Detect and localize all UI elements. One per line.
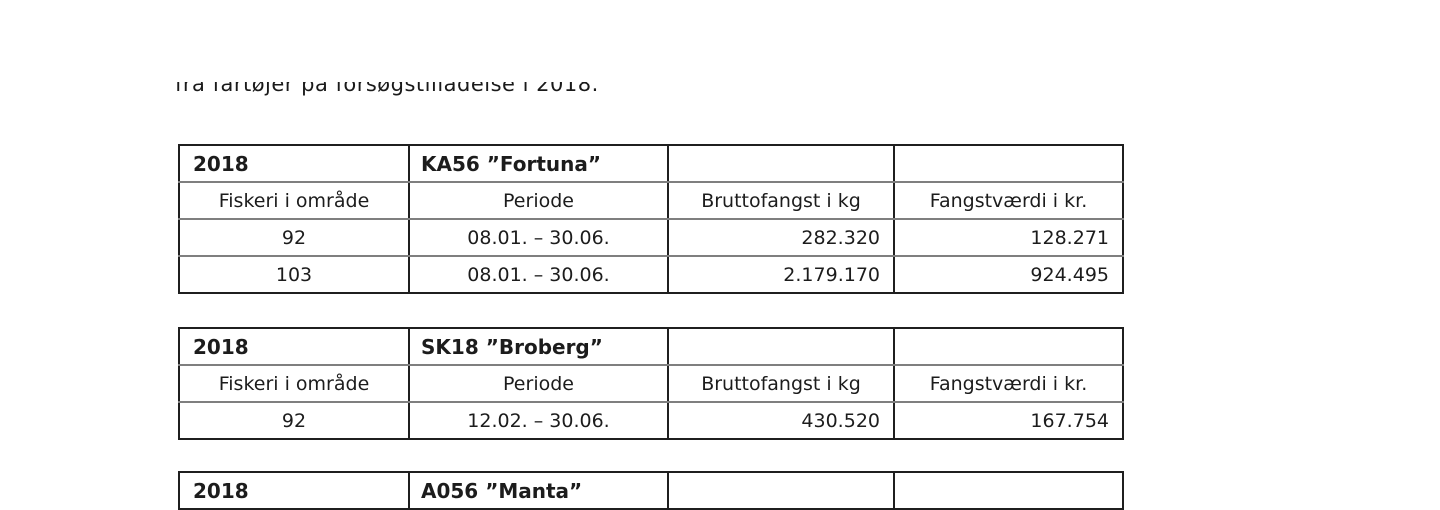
clipped-heading-line: fra fartøjer på forsøgstilladelse i 2018… (175, 82, 815, 98)
col-header-value: Fangstværdi i kr. (893, 182, 1123, 220)
col-header-area: Fiskeri i område (179, 365, 409, 403)
empty-cell (893, 145, 1123, 183)
col-header-gross: Bruttofangst i kg (667, 182, 894, 220)
column-header-row: Fiskeri i område Periode Bruttofangst i … (179, 365, 1123, 403)
year-cell: 2018 (179, 328, 409, 366)
cell-period: 08.01. – 30.06. (408, 256, 668, 293)
empty-cell (667, 472, 894, 509)
cell-catch-value: 128.271 (893, 219, 1123, 257)
col-header-period: Periode (408, 365, 668, 403)
empty-cell (667, 328, 894, 366)
table-title-row: 2018 A056 ”Manta” (179, 472, 1123, 509)
empty-cell (667, 145, 894, 183)
column-header-row: Fiskeri i område Periode Bruttofangst i … (179, 182, 1123, 220)
table-title-row: 2018 SK18 ”Broberg” (179, 328, 1123, 366)
catch-table-a056-manta: 2018 A056 ”Manta” (178, 471, 1124, 510)
cell-catch-value: 924.495 (893, 256, 1123, 293)
clipped-heading-text: fra fartøjer på forsøgstilladelse i 2018… (175, 82, 599, 96)
table-row: 103 08.01. – 30.06. 2.179.170 924.495 (179, 256, 1123, 293)
vessel-cell: SK18 ”Broberg” (408, 328, 668, 366)
cell-area: 92 (179, 219, 409, 257)
empty-cell (893, 328, 1123, 366)
table-row: 92 08.01. – 30.06. 282.320 128.271 (179, 219, 1123, 257)
cell-gross-catch: 430.520 (667, 402, 894, 439)
col-header-value: Fangstværdi i kr. (893, 365, 1123, 403)
cell-period: 12.02. – 30.06. (408, 402, 668, 439)
cell-catch-value: 167.754 (893, 402, 1123, 439)
col-header-area: Fiskeri i område (179, 182, 409, 220)
cell-area: 92 (281, 409, 307, 432)
year-cell: 2018 (179, 145, 409, 183)
col-header-gross: Bruttofangst i kg (667, 365, 894, 403)
empty-cell (893, 472, 1123, 509)
cell-gross-catch: 282.320 (667, 219, 894, 257)
cell-gross-catch: 2.179.170 (667, 256, 894, 293)
catch-table-sk18-broberg: 2018 SK18 ”Broberg” Fiskeri i område Per… (178, 327, 1124, 440)
year-cell: 2018 (193, 478, 249, 503)
cell-area: 103 (275, 263, 313, 286)
vessel-cell: KA56 ”Fortuna” (408, 145, 668, 183)
table-row: 92 12.02. – 30.06. 430.520 167.754 (179, 402, 1123, 439)
catch-table-ka56-fortuna: 2018 KA56 ”Fortuna” Fiskeri i område Per… (178, 144, 1124, 294)
col-header-period: Periode (408, 182, 668, 220)
cell-period: 08.01. – 30.06. (408, 219, 668, 257)
vessel-cell: A056 ”Manta” (408, 472, 668, 509)
document-page: { "heading": { "clipped_line": "fra fart… (175, 82, 1124, 510)
table-title-row: 2018 KA56 ”Fortuna” (179, 145, 1123, 183)
